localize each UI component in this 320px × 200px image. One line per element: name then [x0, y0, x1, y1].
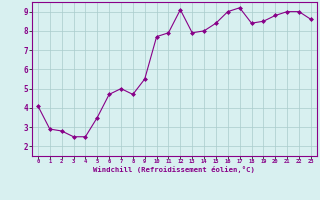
X-axis label: Windchill (Refroidissement éolien,°C): Windchill (Refroidissement éolien,°C): [93, 166, 255, 173]
